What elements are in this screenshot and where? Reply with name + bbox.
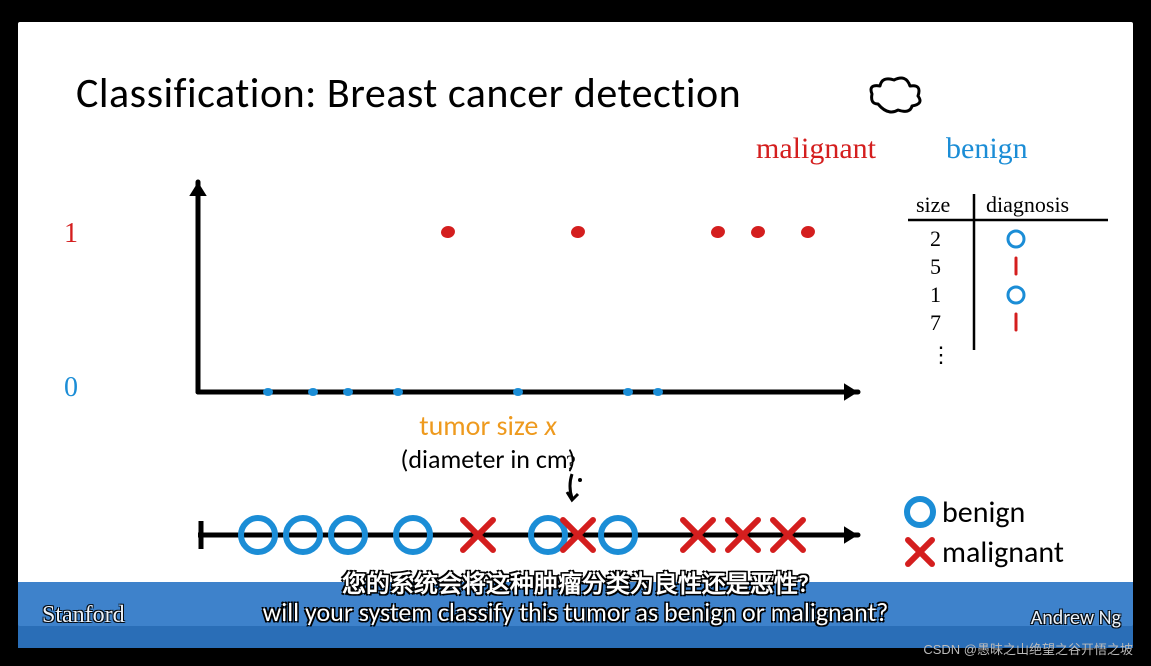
xlabel-var: x — [545, 408, 557, 443]
svg-text:diagnosis: diagnosis — [986, 192, 1069, 217]
svg-text:7: 7 — [930, 310, 941, 335]
subtitle-en: will your system classify this tumor as … — [0, 596, 1151, 628]
y-tick-1: 1 — [64, 218, 78, 250]
csdn-watermark: CSDN @愚昧之山绝望之谷开悟之坡 — [923, 639, 1133, 658]
xlabel-sub: (diameter in cm) — [318, 443, 658, 475]
legend-malignant: malignant — [756, 132, 876, 166]
legend-row-benign: benign — [898, 492, 1064, 532]
svg-text:?: ? — [566, 452, 576, 475]
svg-text:1: 1 — [930, 282, 941, 307]
slide-title: Classification: Breast cancer detection — [76, 68, 741, 119]
svg-text:2: 2 — [930, 226, 941, 251]
svg-text:⋮: ⋮ — [930, 342, 952, 367]
x-axis-label: tumor size x (diameter in cm) — [318, 408, 658, 475]
y-tick-0: 0 — [64, 372, 78, 404]
video-frame: Classification: Breast cancer detection … — [0, 0, 1151, 666]
svg-text:size: size — [916, 192, 950, 217]
slide: Classification: Breast cancer detection … — [18, 22, 1133, 626]
classification-chart — [118, 172, 878, 422]
subtitle-cn: 您的系统会将这种肿瘤分类为良性还是恶性? — [0, 564, 1151, 599]
circle-icon — [898, 494, 942, 530]
xlabel-text: tumor size — [419, 408, 538, 443]
cloud-icon — [866, 74, 926, 120]
legend-1d: benign malignant — [898, 492, 1064, 572]
legend-benign: benign — [946, 132, 1028, 166]
legend-benign-text: benign — [942, 494, 1025, 531]
data-table: size diagnosis 2 5 1 7 ⋮ — [908, 190, 1118, 380]
svg-text:5: 5 — [930, 254, 941, 279]
one-d-number-line — [198, 500, 878, 570]
